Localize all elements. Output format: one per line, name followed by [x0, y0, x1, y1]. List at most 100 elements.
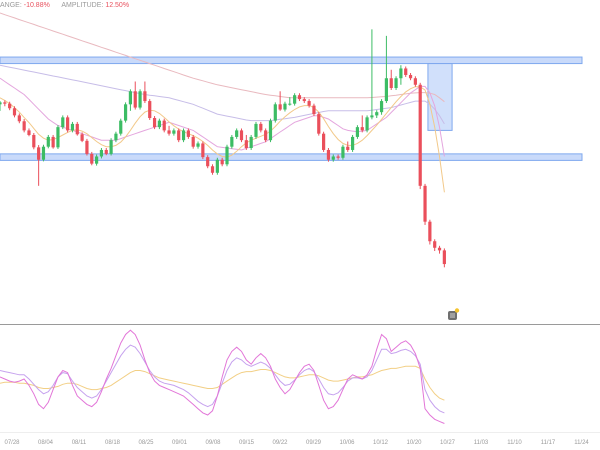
candle-37 — [177, 128, 181, 143]
amplitude-value: 12.50% — [105, 2, 130, 9]
candle-42 — [201, 141, 205, 160]
candle-80 — [384, 35, 388, 104]
candle-21 — [99, 148, 104, 159]
candle-68 — [326, 148, 331, 162]
candle-18 — [85, 138, 89, 156]
x-tick-3: 08/18 — [105, 440, 121, 446]
candle-29 — [138, 89, 142, 110]
highlight-box — [427, 63, 453, 131]
osc-line-d — [0, 344, 445, 414]
x-axis-ticks: 07/28 08/04 08/11 08/18 08/25 09/01 09/08 09/15… — [4, 440, 589, 446]
x-tick-8: 09/22 — [272, 440, 288, 446]
candle-25 — [119, 118, 123, 136]
candle-3 — [12, 106, 17, 118]
candle-69 — [331, 154, 335, 162]
oscillator-panel — [0, 329, 445, 424]
candle-17 — [80, 132, 84, 143]
alert-badge-icon[interactable] — [448, 308, 460, 320]
candle-6 — [27, 128, 31, 137]
candle-32 — [152, 116, 157, 130]
x-tick-12: 10/20 — [406, 440, 422, 446]
candle-71 — [341, 144, 345, 160]
candle-39 — [186, 128, 190, 139]
candle-72 — [346, 141, 350, 152]
candle-44 — [210, 164, 215, 175]
candle-63 — [302, 97, 306, 104]
candle-89 — [428, 219, 432, 245]
x-tick-0: 07/28 — [4, 440, 20, 446]
candle-70 — [336, 154, 340, 160]
candle-20 — [95, 154, 99, 166]
candle-82 — [394, 76, 398, 90]
candle-12 — [56, 125, 60, 149]
candle-15 — [70, 121, 75, 133]
ma-line-2 — [0, 77, 445, 157]
stats-bar: ANGE: -10.88% AMPLITUDE: 12.50% — [0, 0, 129, 12]
candle-67 — [322, 131, 326, 152]
candle-66 — [317, 112, 321, 136]
candle-30 — [143, 81, 147, 104]
candle-83 — [399, 65, 403, 85]
candle-91 — [437, 245, 442, 254]
ma-line-0 — [0, 12, 445, 103]
candle-51 — [244, 134, 248, 150]
candle-8 — [37, 145, 41, 186]
ma-line-3 — [0, 86, 445, 193]
chart-markers — [448, 308, 460, 320]
candle-81 — [389, 69, 393, 90]
candle-10 — [46, 134, 50, 149]
x-tick-7: 09/15 — [239, 440, 255, 446]
x-tick-2: 08/11 — [72, 440, 87, 446]
candle-84 — [404, 66, 408, 77]
candle-2 — [8, 101, 12, 111]
candle-74 — [355, 125, 360, 139]
x-tick-10: 10/06 — [339, 440, 355, 446]
x-tick-17: 11/24 — [574, 440, 589, 446]
candle-13 — [61, 115, 65, 130]
x-tick-9: 09/29 — [306, 440, 322, 446]
candle-36 — [172, 128, 176, 136]
candle-16 — [75, 121, 79, 136]
x-tick-11: 10/12 — [373, 440, 389, 446]
zone-resistance — [0, 56, 583, 65]
candle-76 — [365, 115, 369, 133]
candle-49 — [235, 128, 239, 139]
candle-55 — [264, 128, 268, 143]
candle-54 — [259, 121, 263, 133]
x-tick-5: 09/01 — [172, 440, 188, 446]
candle-59 — [283, 101, 287, 112]
candle-1 — [3, 100, 7, 107]
candle-87 — [418, 82, 422, 190]
candle-33 — [157, 118, 161, 130]
candle-58 — [278, 91, 282, 111]
candle-46 — [220, 157, 224, 167]
candle-11 — [51, 134, 55, 149]
candle-45 — [215, 157, 219, 175]
candle-64 — [307, 99, 311, 108]
candle-86 — [413, 76, 417, 87]
change-label: ANGE: — [0, 2, 22, 9]
candle-35 — [167, 125, 171, 136]
x-tick-14: 11/03 — [474, 440, 489, 446]
ma-line-1 — [0, 64, 445, 125]
zone-support — [0, 153, 583, 161]
candle-14 — [66, 115, 70, 133]
candle-27 — [128, 89, 133, 111]
candle-53 — [254, 121, 258, 139]
candle-7 — [32, 133, 36, 150]
candle-88 — [423, 183, 427, 225]
candle-78 — [375, 110, 379, 119]
candle-65 — [312, 103, 316, 117]
candle-62 — [297, 93, 302, 102]
candle-52 — [249, 134, 253, 150]
candle-41 — [196, 141, 200, 149]
candle-43 — [206, 155, 210, 169]
zones-layer — [0, 56, 583, 161]
candle-73 — [350, 134, 355, 152]
x-tick-15: 11/10 — [507, 440, 522, 446]
candle-28 — [133, 81, 137, 110]
candle-79 — [379, 99, 384, 115]
candle-56 — [268, 118, 273, 143]
osc-line-k — [0, 329, 445, 424]
